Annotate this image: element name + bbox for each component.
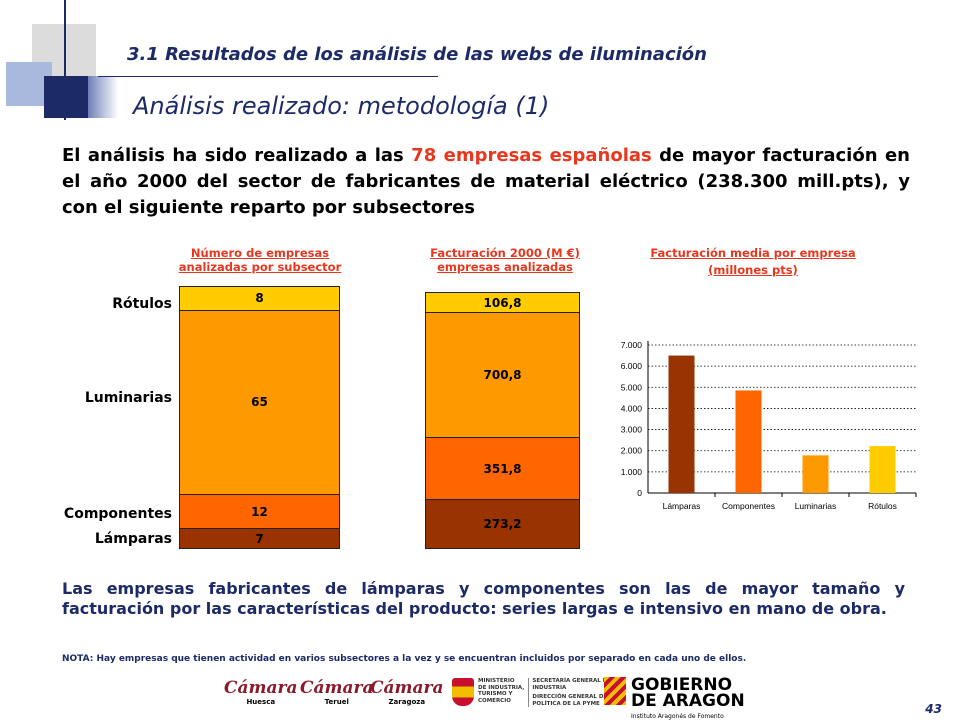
direccion-line-2: POLÍTICA DE LA PYME <box>532 700 600 707</box>
chart-facturacion-stack: 273,2 351,8 700,8 106,8 <box>425 292 580 549</box>
logo-ministerio-text: MINISTERIO DE INDUSTRIA, TURISMO Y COMER… <box>478 678 524 707</box>
intro-paragraph: El análisis ha sido realizado a las 78 e… <box>62 143 910 221</box>
page-subtitle: Análisis realizado: metodología (1) <box>133 92 550 120</box>
logo-camara-zaragoza-city: Zaragoza <box>388 698 426 706</box>
label-lamparas: Lámparas <box>94 531 172 547</box>
intro-text-2: de mayor facturación en el año 2000 del … <box>62 145 910 218</box>
label-rotulos: Rótulos <box>112 296 172 312</box>
y-tick-label: 7.000 <box>621 340 643 350</box>
facturacion-value-label: 700,8 <box>483 367 522 382</box>
empresas-segment-2: 12 <box>180 494 339 529</box>
secretaria-line-1: SECRETARÍA GENERAL DE <box>532 678 612 684</box>
facturacion-segment-3: 700,8 <box>426 312 579 437</box>
x-tick-label: Componentes <box>722 501 775 511</box>
caption-media-line2: (millones pts) <box>708 263 798 277</box>
facturacion-segment-1: 273,2 <box>426 499 579 548</box>
logo-gobierno-aragon: GOBIERNO DE ARAGON Instituto Aragonés de… <box>604 677 745 725</box>
facturacion-value-label: 351,8 <box>483 461 522 476</box>
logo-secretaria-text: SECRETARÍA GENERAL DE INDUSTRIA DIRECCIÓ… <box>528 678 611 707</box>
intro-text-1: El análisis ha sido realizado a las <box>62 145 412 166</box>
y-tick-label: 2.000 <box>621 446 643 456</box>
logo-camara-zaragoza-text: Cámara <box>370 678 444 698</box>
logo-camara-huesca: Cámara Huesca <box>224 678 298 706</box>
x-tick-label: Luminarias <box>795 501 837 511</box>
empresas-segment-3: 65 <box>180 309 339 495</box>
empresas-value-label: 12 <box>251 504 268 519</box>
y-tick-label: 1.000 <box>621 467 643 477</box>
caption-empresas: Número de empresas analizadas por subsec… <box>150 246 370 274</box>
x-tick-label: Lámparas <box>663 501 701 511</box>
ministry-line-3: TURISMO Y <box>478 691 513 697</box>
label-luminarias: Luminarias <box>84 390 172 406</box>
ministry-line-2: DE INDUSTRIA, <box>478 684 525 691</box>
bar-3 <box>802 455 829 493</box>
decor-square-gradient <box>88 76 118 118</box>
logo-camara-teruel-text: Cámara <box>300 678 374 698</box>
caption-facturacion-line1: Facturación 2000 (M €) <box>430 246 580 260</box>
aragon-flag-icon <box>604 677 626 705</box>
y-tick-label: 4.000 <box>621 403 643 413</box>
caption-media: Facturación media por empresa (millones … <box>628 245 878 279</box>
coat-of-arms-icon <box>452 678 474 706</box>
caption-media-line1: Facturación media por empresa <box>650 246 856 260</box>
decor-hline <box>98 76 438 77</box>
facturacion-segment-4: 106,8 <box>426 293 579 313</box>
x-tick-label: Rótulos <box>868 501 897 511</box>
empresas-value-label: 65 <box>251 395 268 410</box>
y-tick-label: 3.000 <box>621 425 643 435</box>
section-title: 3.1 Resultados de los análisis de las we… <box>127 44 707 65</box>
decor-square-navy <box>44 76 88 118</box>
conclusion-paragraph: Las empresas fabricantes de lámparas y c… <box>62 579 905 618</box>
y-tick-label: 6.000 <box>621 361 643 371</box>
footnote: NOTA: Hay empresas que tienen actividad … <box>62 654 747 664</box>
logo-gobierno-text: GOBIERNO DE ARAGON Instituto Aragonés de… <box>631 677 745 725</box>
gobierno-line-2: DE ARAGON <box>631 691 745 711</box>
y-tick-label: 5.000 <box>621 382 643 392</box>
caption-empresas-line1: Número de empresas <box>190 246 330 260</box>
empresas-segment-1: 7 <box>180 528 339 548</box>
ministry-line-1: MINISTERIO <box>478 678 515 684</box>
logo-camara-huesca-city: Huesca <box>246 698 276 706</box>
caption-facturacion: Facturación 2000 (M €) empresas analizad… <box>400 246 610 274</box>
empresas-value-label: 7 <box>255 531 264 546</box>
logo-camara-teruel: Cámara Teruel <box>300 678 374 706</box>
chart-empresas-stack: 7 12 65 8 <box>179 286 340 549</box>
facturacion-segment-2: 351,8 <box>426 436 579 500</box>
bar-1 <box>668 355 695 493</box>
caption-empresas-line2: analizadas por subsector <box>178 260 342 274</box>
label-componentes: Componentes <box>63 506 172 522</box>
caption-facturacion-line2: empresas analizadas <box>437 260 573 274</box>
ministry-line-4: COMERCIO <box>478 697 511 704</box>
logo-ministerio: MINISTERIO DE INDUSTRIA, TURISMO Y COMER… <box>452 678 611 707</box>
empresas-segment-4: 8 <box>180 287 339 310</box>
bar-4 <box>869 446 896 493</box>
bar-2 <box>735 390 762 493</box>
chart-facturacion-media: 0 1.000 2.000 3.000 4.000 5.000 6.000 7.000 Lámp… <box>621 340 917 511</box>
y-tick-label: 0 <box>637 488 642 498</box>
decor-vline <box>64 0 66 120</box>
page-number: 43 <box>925 702 942 716</box>
empresas-value-label: 8 <box>255 291 264 306</box>
secretaria-line-2: INDUSTRIA <box>532 684 567 691</box>
logo-camara-huesca-text: Cámara <box>224 678 298 698</box>
logo-camara-zaragoza: Cámara Zaragoza <box>370 678 444 706</box>
facturacion-value-label: 273,2 <box>483 517 522 532</box>
logo-camara-teruel-city: Teruel <box>324 698 349 706</box>
facturacion-value-label: 106,8 <box>483 295 522 310</box>
intro-highlight: 78 empresas españolas <box>411 145 652 166</box>
direccion-line-1: DIRECCIÓN GENERAL DE <box>532 694 608 700</box>
gobierno-line-1: GOBIERNO <box>631 675 733 695</box>
gobierno-line-3: Instituto Aragonés de Fomento <box>631 713 724 720</box>
